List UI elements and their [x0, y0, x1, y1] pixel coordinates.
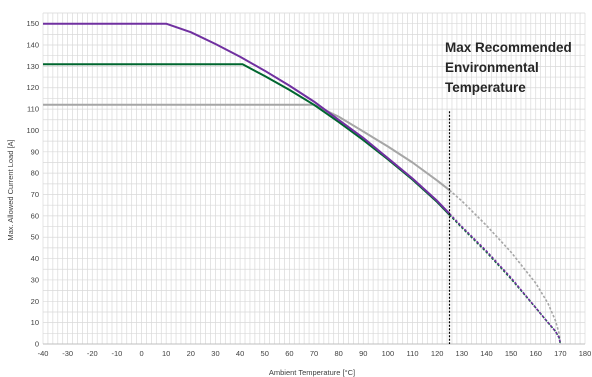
annotation-line-1: Max Recommended [445, 40, 572, 55]
x-tick-label: 60 [285, 349, 293, 358]
x-tick-label: 50 [261, 349, 269, 358]
y-tick-label: 110 [27, 105, 39, 114]
y-tick-label: 100 [26, 126, 39, 135]
chart-grid [42, 12, 586, 345]
series-line [43, 63, 451, 216]
y-tick-label: 70 [31, 190, 39, 199]
x-tick-label: 100 [382, 349, 395, 358]
x-tick-label: 110 [407, 349, 419, 358]
x-tick-label: 70 [310, 349, 318, 358]
x-tick-label: 20 [187, 349, 195, 358]
x-axis-ticks: -40 -30 -20 -10 0 10 20 30 40 50 60 70 80 90 100 110 120… [38, 349, 592, 358]
y-tick-label: 60 [31, 211, 39, 220]
x-tick-label: 130 [456, 349, 469, 358]
series-line [43, 22, 451, 215]
y-tick-label: 50 [31, 233, 39, 242]
series-line-extrapolated [448, 189, 562, 345]
series-line-extrapolated [448, 214, 562, 345]
x-tick-label: 180 [579, 349, 592, 358]
series-line-extrapolated [448, 213, 562, 345]
x-tick-label: -40 [38, 349, 49, 358]
x-tick-label: 80 [334, 349, 342, 358]
x-tick-label: -20 [87, 349, 98, 358]
x-tick-label: 10 [162, 349, 170, 358]
y-tick-label: 20 [31, 297, 39, 306]
y-axis-ticks: 0 10 20 30 40 50 60 70 80 90 100 110 120 130 140 150 [26, 19, 39, 348]
x-tick-label: 160 [529, 349, 542, 358]
y-axis-title: Max. Allowed Current Load [A] [6, 139, 15, 240]
y-tick-label: 80 [31, 169, 39, 178]
chart-annotation: Max Recommended Environmental Temperatur… [445, 40, 572, 344]
x-tick-label: 170 [554, 349, 567, 358]
y-tick-label: 120 [26, 83, 39, 92]
x-tick-label: 150 [505, 349, 518, 358]
x-axis-title: Ambient Temperature [°C] [269, 368, 355, 377]
annotation-line-2: Environmental [445, 60, 539, 75]
x-tick-label: -30 [62, 349, 73, 358]
annotation-line-3: Temperature [445, 80, 526, 95]
y-tick-label: 40 [31, 254, 39, 263]
x-tick-label: 120 [431, 349, 444, 358]
y-tick-label: 140 [26, 41, 39, 50]
y-tick-label: 0 [35, 340, 39, 349]
y-tick-label: 10 [31, 318, 39, 327]
x-tick-label: 0 [139, 349, 143, 358]
x-tick-label: -10 [111, 349, 122, 358]
x-tick-label: 30 [211, 349, 219, 358]
x-tick-label: 140 [480, 349, 493, 358]
y-tick-label: 30 [31, 275, 39, 284]
y-tick-label: 150 [26, 19, 39, 28]
x-tick-label: 90 [359, 349, 367, 358]
series-line [43, 103, 451, 191]
chart-series [43, 22, 562, 345]
x-tick-label: 40 [236, 349, 244, 358]
y-tick-label: 130 [26, 62, 39, 71]
y-tick-label: 90 [31, 147, 39, 156]
